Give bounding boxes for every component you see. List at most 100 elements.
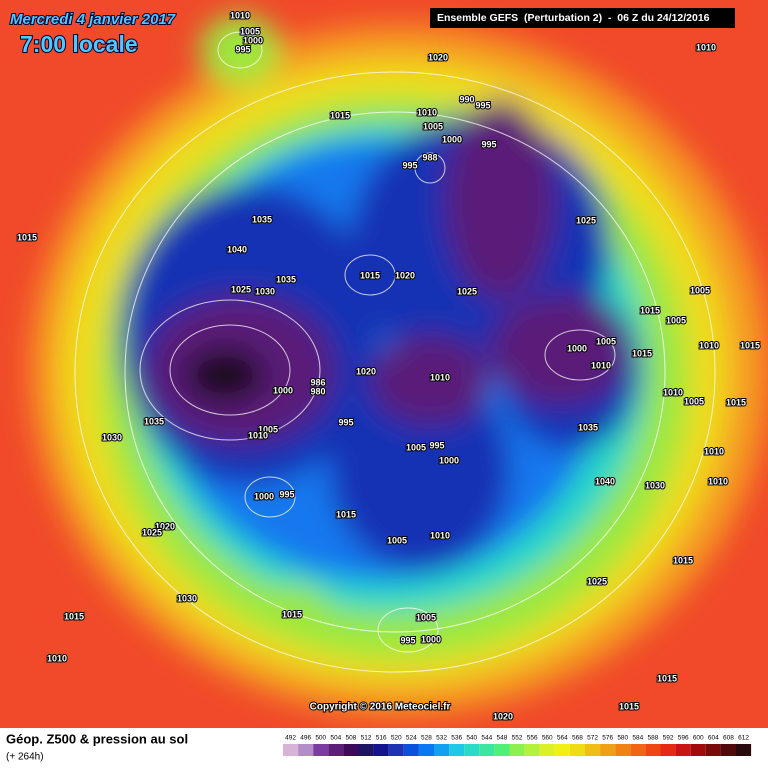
- colorbar-swatch: [524, 744, 540, 756]
- colorbar-label: 492: [285, 735, 296, 742]
- isobar-label: 995: [429, 440, 444, 450]
- isobar-label: 1025: [587, 576, 607, 586]
- colorbar-label: 576: [602, 735, 613, 742]
- colorbar-swatch: [373, 744, 389, 756]
- isobar-label: 980: [310, 386, 325, 396]
- isobar-label: 990: [459, 94, 474, 104]
- isobar-label: 1020: [356, 366, 376, 376]
- isobar-label: 1015: [640, 305, 660, 315]
- colorbar-label: 612: [738, 735, 749, 742]
- lead-time: (+ 264h): [6, 752, 44, 763]
- isobar-label: 1030: [255, 286, 275, 296]
- isobar-label: 1015: [632, 348, 652, 358]
- isobar-label: 1010: [663, 387, 683, 397]
- colorbar-swatch: [388, 744, 404, 756]
- isobar-label: 995: [235, 44, 250, 54]
- isobar-label: 1000: [567, 343, 587, 353]
- isobar-label: 1035: [578, 422, 598, 432]
- colorbar-swatch: [509, 744, 525, 756]
- isobar-label: 995: [279, 489, 294, 499]
- colorbar-label: 544: [481, 735, 492, 742]
- isobar-label: 1030: [645, 480, 665, 490]
- isobar-label: 1035: [252, 214, 272, 224]
- isobar-labels: 1010100510009951020101099099510101005100…: [16, 9, 761, 722]
- colorbar-swatch: [434, 744, 450, 756]
- isobar-label: 1010: [417, 107, 437, 117]
- colorbar-swatch: [615, 744, 631, 756]
- isobar-label: 1005: [596, 336, 616, 346]
- valid-date: Mercredi 4 janvier 2017: [10, 11, 176, 28]
- isobar-label: 1015: [619, 701, 639, 711]
- isobar-label: 1010: [47, 653, 67, 663]
- isobar-label: 1025: [231, 284, 251, 294]
- isobar-label: 1010: [696, 42, 716, 52]
- colorbar-swatch: [539, 744, 555, 756]
- colorbar-label: 588: [648, 735, 659, 742]
- colorbar-label: 512: [361, 735, 372, 742]
- isobar-label: 1035: [144, 416, 164, 426]
- isobar-label: 1005: [423, 121, 443, 131]
- valid-time: 7:00 locale: [20, 31, 138, 57]
- isobar-label: 1030: [102, 432, 122, 442]
- colorbar-swatch: [554, 744, 570, 756]
- colorbar-label: 592: [663, 735, 674, 742]
- colorbar-swatch: [479, 744, 495, 756]
- isobar-label: 1015: [673, 555, 693, 565]
- colorbar-swatch: [298, 744, 314, 756]
- colorbar-swatch: [690, 744, 706, 756]
- z500-field: [0, 0, 768, 728]
- colorbar-label: 496: [300, 735, 311, 742]
- colorbar-swatch: [705, 744, 721, 756]
- isobar-label: 1005: [258, 424, 278, 434]
- isobar-label: 1005: [684, 396, 704, 406]
- colorbar-swatch: [569, 744, 585, 756]
- colorbar-swatch: [449, 744, 465, 756]
- isobar-label: 1005: [416, 612, 436, 622]
- colorbar-swatch: [494, 744, 510, 756]
- isobar-label: 1015: [657, 673, 677, 683]
- isobar-label: 1000: [442, 134, 462, 144]
- isobar-label: 1010: [699, 340, 719, 350]
- isobar-label: 1000: [439, 455, 459, 465]
- isobar-label: 1025: [142, 527, 162, 537]
- colorbar-swatch: [403, 744, 419, 756]
- isobar-label: 1015: [336, 509, 356, 519]
- isobar-label: 1010: [708, 476, 728, 486]
- isobar-label: 995: [481, 139, 496, 149]
- colorbar-label: 540: [466, 735, 477, 742]
- colorbar-label: 556: [527, 735, 538, 742]
- isobar-label: 1005: [406, 442, 426, 452]
- isobar-label: 1030: [177, 593, 197, 603]
- colorbar-swatch: [283, 744, 299, 756]
- colorbar-swatch: [600, 744, 616, 756]
- colorbar-label: 552: [512, 735, 523, 742]
- isobar-label: 1020: [493, 711, 513, 721]
- colorbar-label: 572: [587, 735, 598, 742]
- isobar-label: 995: [475, 100, 490, 110]
- colorbar-swatch: [720, 744, 736, 756]
- colorbar-label: 548: [497, 735, 508, 742]
- isobar-label: 1010: [704, 446, 724, 456]
- colorbar-swatch: [418, 744, 434, 756]
- colorbar-swatch: [736, 744, 752, 756]
- colorbar-label: 536: [451, 735, 462, 742]
- isobar-label: 1005: [666, 315, 686, 325]
- isobar-label: 1025: [457, 286, 477, 296]
- isobar-label: 1015: [330, 110, 350, 120]
- isobar-label: 1000: [243, 35, 263, 45]
- isobar-label: 1000: [254, 491, 274, 501]
- colorbar-label: 608: [723, 735, 734, 742]
- header-box: [430, 8, 735, 28]
- colorbar-label: 600: [693, 735, 704, 742]
- isobar-label: 1015: [17, 232, 37, 242]
- colorbar-label: 532: [436, 735, 447, 742]
- isobar-label: 995: [338, 417, 353, 427]
- colorbar-label: 524: [406, 735, 417, 742]
- isobar-label: 1010: [430, 372, 450, 382]
- isobar-label: 1010: [230, 10, 250, 20]
- caption: Géop. Z500 & pression au sol: [6, 731, 188, 746]
- colorbar-swatch: [660, 744, 676, 756]
- isobar-label: 1000: [421, 634, 441, 644]
- copyright: Copyright © 2016 Meteociel.fr: [310, 702, 451, 713]
